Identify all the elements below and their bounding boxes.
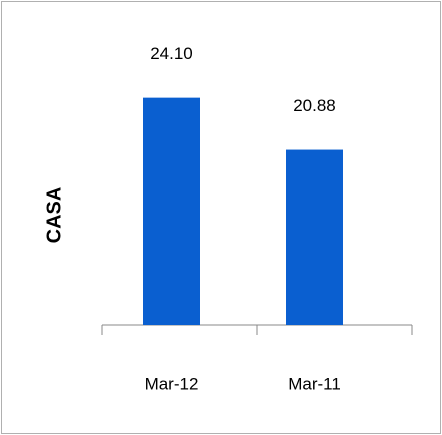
x-tick-label: Mar-12 xyxy=(145,374,199,393)
bar xyxy=(143,97,200,325)
data-label: 20.88 xyxy=(293,96,336,115)
bar xyxy=(286,149,343,325)
y-axis-label: CASA xyxy=(43,187,65,244)
x-tick-label: Mar-11 xyxy=(288,374,341,393)
data-label: 24.10 xyxy=(150,44,193,63)
